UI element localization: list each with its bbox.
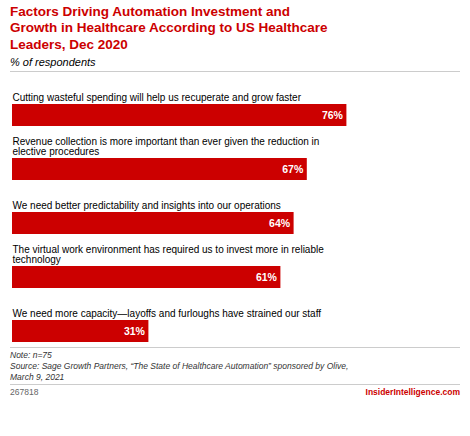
html-text:Source: Sage Growth Partners,: Source: Sage Growth Partners, “The State… <box>10 361 349 371</box>
html-text:March 9, 2021: March 9, 2021 <box>10 371 65 382</box>
svg-text:76%: 76% <box>322 109 344 121</box>
svg-text:We need more capacity—layoffs: We need more capacity—layoffs and furlou… <box>13 308 322 319</box>
html-text:% of respondents: % of respondents <box>10 56 96 69</box>
svg-text:61%: 61% <box>256 271 278 283</box>
html-text:InsiderIntelligence.com: InsiderIntelligence.com <box>365 387 460 398</box>
svg-text:Revenue collection is more imp: Revenue collection is more important tha… <box>13 136 320 157</box>
html-text:267818: 267818 <box>10 387 39 398</box>
svg-text:67%: 67% <box>282 163 304 175</box>
svg-text:The virtual work environment h: The virtual work environment has require… <box>13 244 325 265</box>
html-text:Factors Driving Automation Inv: Factors Driving Automation Investment an… <box>10 4 328 52</box>
svg-text:Cutting wasteful spending will: Cutting wasteful spending will help us r… <box>13 92 302 103</box>
svg-text:We need better predictability: We need better predictability and insigh… <box>13 200 281 211</box>
html-text:Note: n=75: Note: n=75 <box>10 350 52 361</box>
svg-text:64%: 64% <box>269 217 291 229</box>
svg-text:31%: 31% <box>124 325 146 337</box>
